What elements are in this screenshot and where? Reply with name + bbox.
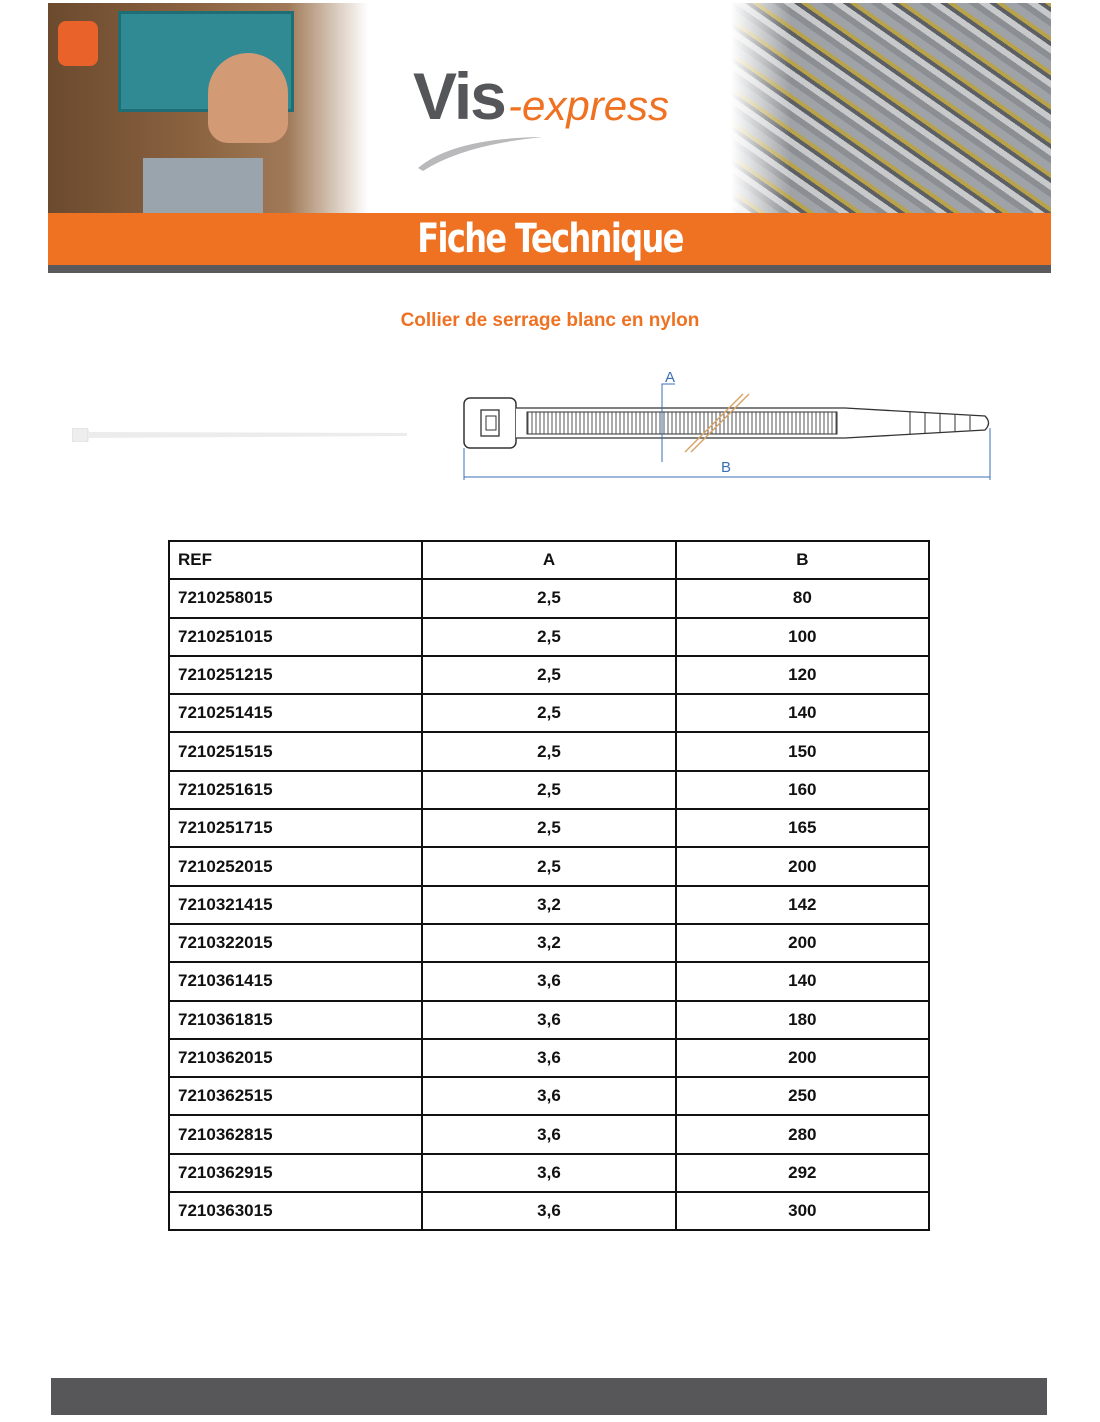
table-row: 7210362815 3,6 280 bbox=[167, 1114, 931, 1155]
screws-photo bbox=[731, 3, 1051, 213]
a-cell: 2,5 bbox=[421, 616, 677, 657]
dimension-b-label: B bbox=[721, 459, 731, 476]
ref-cell: 7210322015 bbox=[167, 922, 424, 964]
b-cell: 140 bbox=[674, 961, 931, 1002]
table-row: 7210362015 3,6 200 bbox=[167, 1037, 931, 1079]
table-row: 7210251015 2,5 100 bbox=[167, 616, 931, 657]
table-row: 7210251715 2,5 165 bbox=[167, 808, 931, 849]
header-banner: Vis -express bbox=[48, 3, 1051, 213]
table-row: 7210362515 3,6 250 bbox=[167, 1076, 931, 1117]
ref-cell: 7210251615 bbox=[167, 769, 424, 811]
ref-cell: 7210362515 bbox=[167, 1076, 424, 1117]
b-cell: 165 bbox=[674, 808, 931, 849]
a-cell: 2,5 bbox=[421, 846, 677, 887]
table-row: 7210251515 2,5 150 bbox=[167, 731, 931, 772]
a-cell: 2,5 bbox=[421, 808, 677, 849]
ref-cell: 7210258015 bbox=[167, 578, 424, 619]
b-cell: 200 bbox=[674, 846, 931, 887]
b-cell: 250 bbox=[674, 1076, 931, 1117]
a-cell: 2,5 bbox=[421, 731, 677, 772]
a-cell: 3,6 bbox=[421, 1191, 677, 1232]
ref-cell: REF bbox=[167, 539, 424, 581]
a-cell: 3,2 bbox=[421, 922, 677, 964]
b-cell: 180 bbox=[674, 999, 931, 1040]
b-cell: 280 bbox=[674, 1114, 931, 1155]
table-row: 7210258015 2,5 80 bbox=[167, 578, 931, 619]
ref-cell: 7210363015 bbox=[167, 1191, 424, 1232]
ref-cell: 7210251415 bbox=[167, 693, 424, 734]
table-row: 7210322015 3,2 200 bbox=[167, 922, 931, 964]
table-row: 7210362915 3,6 292 bbox=[167, 1152, 931, 1194]
cable-tie-photo bbox=[72, 428, 407, 442]
table-row: 7210251215 2,5 120 bbox=[167, 654, 931, 696]
b-cell: 292 bbox=[674, 1152, 931, 1194]
a-cell: 3,2 bbox=[421, 884, 677, 925]
product-title: Collier de serrage blanc en nylon bbox=[400, 310, 700, 331]
ref-cell: 7210251715 bbox=[167, 808, 424, 849]
table-row: 7210363015 3,6 300 bbox=[167, 1191, 931, 1232]
specs-table: REF A B 7210258015 2,5 80 7210251015 2,5 100 7210… bbox=[167, 539, 931, 1232]
table-header-row: REF A B bbox=[167, 539, 931, 581]
a-cell: 3,6 bbox=[421, 1076, 677, 1117]
a-cell: 2,5 bbox=[421, 769, 677, 811]
b-cell: 80 bbox=[674, 578, 931, 619]
vis-express-logo: Vis -express bbox=[413, 58, 713, 171]
ref-cell: 7210361815 bbox=[167, 999, 424, 1040]
b-cell: 150 bbox=[674, 731, 931, 772]
table-row: 7210361415 3,6 140 bbox=[167, 961, 931, 1002]
cable-tie-diagram: A B bbox=[463, 369, 991, 480]
a-cell: 3,6 bbox=[421, 1037, 677, 1079]
ref-cell: 7210321415 bbox=[167, 884, 424, 925]
a-cell: 2,5 bbox=[421, 654, 677, 696]
b-cell: 200 bbox=[674, 922, 931, 964]
a-cell: 3,6 bbox=[421, 961, 677, 1002]
ref-cell: 7210362015 bbox=[167, 1037, 424, 1079]
title-band: Fiche Technique bbox=[48, 213, 1051, 265]
a-cell: 3,6 bbox=[421, 999, 677, 1040]
dimension-a-label: A bbox=[665, 369, 675, 386]
tools-photo bbox=[48, 3, 368, 213]
ref-cell: 7210361415 bbox=[167, 961, 424, 1002]
ref-cell: 7210251015 bbox=[167, 616, 424, 657]
divider bbox=[48, 265, 1051, 273]
ref-cell: 7210251215 bbox=[167, 654, 424, 696]
table-row: 7210361815 3,6 180 bbox=[167, 999, 931, 1040]
b-cell: 200 bbox=[674, 1037, 931, 1079]
footer-bar bbox=[51, 1378, 1047, 1415]
a-cell: 2,5 bbox=[421, 693, 677, 734]
ref-cell: 7210251515 bbox=[167, 731, 424, 772]
table-row: 7210251415 2,5 140 bbox=[167, 693, 931, 734]
ref-cell: 7210252015 bbox=[167, 846, 424, 887]
table-row: 7210251615 2,5 160 bbox=[167, 769, 931, 811]
b-cell: 100 bbox=[674, 616, 931, 657]
ref-cell: 7210362915 bbox=[167, 1152, 424, 1194]
b-cell: 140 bbox=[674, 693, 931, 734]
a-cell: 2,5 bbox=[421, 578, 677, 619]
b-cell: 300 bbox=[674, 1191, 931, 1232]
a-cell: 3,6 bbox=[421, 1152, 677, 1194]
table-row: 7210252015 2,5 200 bbox=[167, 846, 931, 887]
page-title: Fiche Technique bbox=[416, 216, 684, 262]
b-cell: 160 bbox=[674, 769, 931, 811]
a-cell: 3,6 bbox=[421, 1114, 677, 1155]
b-cell: B bbox=[674, 539, 931, 581]
ref-cell: 7210362815 bbox=[167, 1114, 424, 1155]
b-cell: 142 bbox=[674, 884, 931, 925]
a-cell: A bbox=[421, 539, 677, 581]
b-cell: 120 bbox=[674, 654, 931, 696]
table-row: 7210321415 3,2 142 bbox=[167, 884, 931, 925]
